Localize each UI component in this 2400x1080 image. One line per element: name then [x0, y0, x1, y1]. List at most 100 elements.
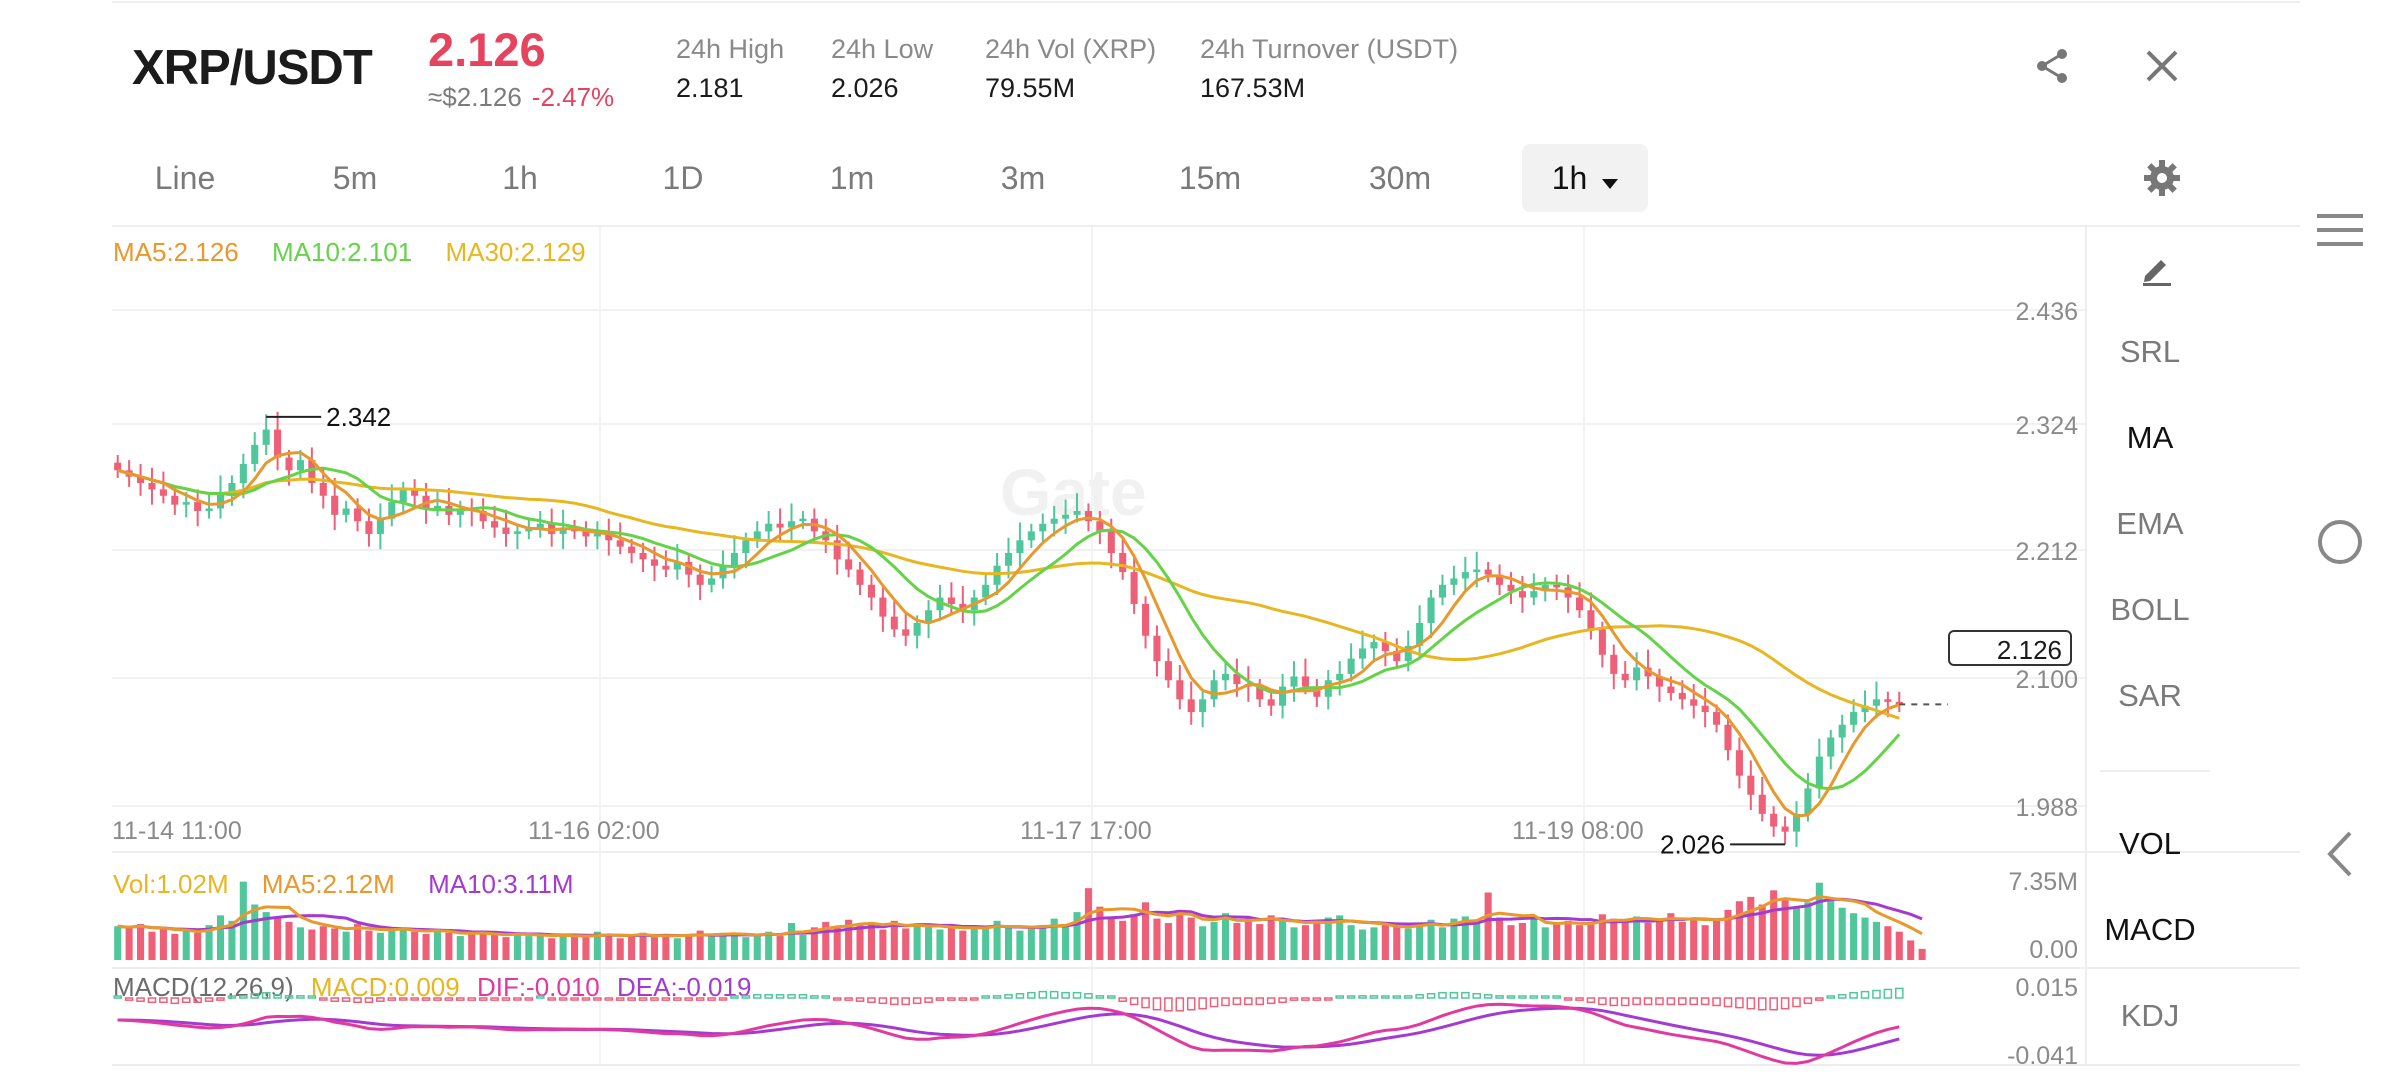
volume-bar [1575, 925, 1584, 960]
candle-body [388, 502, 396, 519]
tab-5m[interactable]: 5m [332, 160, 378, 196]
macd-bar [1358, 995, 1367, 999]
volume-bar [570, 936, 579, 960]
tab-line[interactable]: Line [154, 160, 216, 196]
volume-bar [959, 930, 967, 960]
volume-bar [216, 915, 225, 960]
draw-tool-button[interactable] [2127, 238, 2187, 298]
candle-body [1484, 569, 1492, 575]
tab-30m[interactable]: 30m [1368, 160, 1432, 196]
macd-bar [1849, 991, 1858, 999]
volume-bar [125, 928, 133, 960]
sub-axis-label: 7.35M [2009, 868, 2078, 896]
tab-3m[interactable]: 3m [1000, 160, 1046, 196]
time-axis-label: 11-16 02:00 [528, 817, 660, 845]
macd-bar [1255, 997, 1265, 1006]
tab-1h[interactable]: 1h [502, 160, 538, 196]
macd-params: MACD(12,26,9) [113, 972, 294, 1002]
stat-value: 2.181 [676, 73, 744, 103]
macd-bar [650, 997, 659, 1001]
macd-bar [1038, 990, 1048, 999]
tab-15m[interactable]: 15m [1178, 160, 1242, 196]
indicator-ema[interactable]: EMA [2116, 506, 2184, 541]
volume-bar [1713, 920, 1721, 960]
ma30-line [117, 468, 1900, 720]
macd-bar [193, 997, 202, 1004]
macd-bar [1529, 995, 1539, 999]
volume-bar [262, 912, 270, 960]
volume-bar [1872, 921, 1880, 960]
candle-body [365, 521, 373, 534]
macd-bar [159, 997, 168, 1004]
macd-bar [1415, 994, 1424, 999]
volume-bar [1004, 927, 1013, 960]
ma5-legend: MA5:2.126 [113, 237, 239, 267]
back-button[interactable] [2310, 824, 2370, 884]
indicator-ma[interactable]: MA [2126, 420, 2174, 455]
close-button[interactable] [2132, 36, 2192, 96]
macd-bar [1746, 997, 1756, 1010]
macd-bar [376, 997, 385, 1002]
tab-1m[interactable]: 1m [829, 160, 875, 196]
volume-bar [1678, 921, 1686, 960]
price-sub: ≈$2.126 -2.47% [428, 82, 614, 113]
pencil-icon [2143, 260, 2171, 286]
interval-dropdown[interactable]: 1h [1522, 144, 1648, 212]
volume-bar [525, 936, 533, 960]
candle-body [1610, 654, 1618, 674]
candle-body [947, 597, 955, 604]
macd-bar [1552, 995, 1561, 999]
time-axis-label: 11-14 11:00 [112, 817, 242, 845]
volume-bar [1701, 925, 1709, 960]
volume-bar [1804, 902, 1812, 960]
candle-body [856, 569, 864, 585]
indicator-vol[interactable]: VOL [2118, 826, 2182, 861]
volume-bar [1815, 882, 1823, 960]
volume-bar [639, 932, 647, 960]
macd-bar [1655, 997, 1664, 1006]
macd-bar [1518, 995, 1527, 999]
volume-bar [1724, 909, 1732, 960]
volume-bar [1530, 918, 1538, 960]
candle-body [239, 463, 247, 484]
macd-bar [890, 997, 899, 1006]
indicator-macd[interactable]: MACD [2104, 912, 2196, 947]
dif-line [117, 1002, 1900, 1065]
vol-ma5-line [117, 894, 1923, 938]
candle-body [1690, 699, 1698, 706]
interval-tabs: Line 5m 1h 1D 1m 3m 15m 30m 1h [110, 144, 2210, 212]
volume-bar [1279, 920, 1287, 960]
menu-button[interactable] [2310, 200, 2370, 260]
macd-bar [181, 997, 191, 1004]
chart-settings-button[interactable] [2132, 148, 2192, 208]
indicator-sar[interactable]: SAR [2118, 678, 2182, 713]
candle-body [1050, 518, 1058, 524]
macd-bar [1472, 992, 1482, 999]
candle-body [1279, 686, 1287, 706]
macd-bar [969, 997, 979, 1001]
indicator-kdj[interactable]: KDJ [2120, 998, 2180, 1033]
candle-body [1758, 794, 1766, 814]
macd-bar [1312, 997, 1322, 1001]
macd-bar [924, 997, 933, 1004]
volume-bar [1838, 907, 1846, 960]
tab-1d[interactable]: 1D [662, 160, 704, 196]
volume-bar [1199, 926, 1207, 960]
candle-body [1130, 572, 1138, 604]
volume-bar [810, 927, 818, 960]
volume-bar [1027, 928, 1035, 960]
volume-bar [274, 917, 282, 960]
candle-body [1587, 610, 1595, 630]
volume-bar [479, 931, 487, 960]
candle-body [1416, 622, 1424, 646]
home-button[interactable] [2310, 512, 2370, 572]
indicator-boll[interactable]: BOLL [2110, 592, 2190, 627]
volume-bar [616, 938, 624, 960]
volume-bar [353, 924, 362, 960]
indicator-srl[interactable]: SRL [2119, 334, 2181, 369]
share-button[interactable] [2022, 36, 2082, 96]
volume-bar [902, 928, 910, 960]
macd-bar [570, 997, 579, 1001]
volume-bar [1473, 920, 1481, 960]
